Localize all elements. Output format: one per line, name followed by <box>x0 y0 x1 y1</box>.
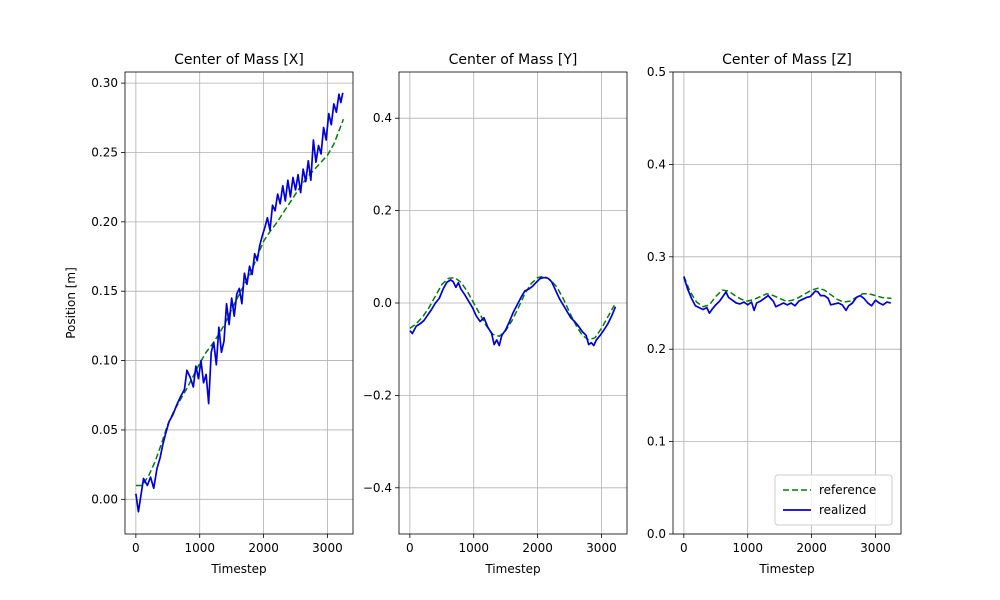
subplot-2: 0 1000 2000 3000 −0.4 −0.2 0.0 0.2 0.4 Center of … <box>363 52 628 576</box>
series-line-realized <box>135 92 344 513</box>
series-line-realized <box>409 276 617 347</box>
x-tick-label-2: 2000 <box>248 541 279 555</box>
y-tick-label-6: 0.30 <box>91 76 118 90</box>
x-tick-label-3: 3000 <box>586 541 617 555</box>
legend-label-realized: realized <box>819 503 866 517</box>
x-tick-label-3: 3000 <box>860 541 891 555</box>
y-tick-label-0: −0.4 <box>363 481 392 495</box>
x-tick-label-1: 1000 <box>458 541 489 555</box>
y-tick-label-1: −0.2 <box>363 388 392 402</box>
x-axis-label: Timestep <box>758 562 814 576</box>
chart-title: Center of Mass [Y] <box>449 52 578 68</box>
chart-title: Center of Mass [Z] <box>722 52 852 68</box>
y-tick-label-1: 0.05 <box>91 423 118 437</box>
y-tick-label-3: 0.2 <box>373 204 392 218</box>
y-tick-label-3: 0.3 <box>647 250 666 264</box>
y-tick-label-2: 0.2 <box>647 342 666 356</box>
legend: reference realized <box>774 474 893 526</box>
chart-title: Center of Mass [X] <box>174 52 304 68</box>
subplot-3: 0 1000 2000 3000 0.0 0.1 0.2 0.3 0.4 0.5 Center of… <box>647 52 902 576</box>
y-tick-label-1: 0.1 <box>647 435 666 449</box>
axes-frame <box>124 71 354 535</box>
x-tick-label-0: 0 <box>406 541 414 555</box>
y-tick-label-2: 0.10 <box>91 354 118 368</box>
legend-label-reference: reference <box>819 483 876 497</box>
y-tick-label-0: 0.0 <box>647 527 666 541</box>
y-tick-label-5: 0.25 <box>91 145 118 159</box>
series-line-reference <box>409 275 615 341</box>
x-axis-label: Timestep <box>210 562 266 576</box>
y-tick-label-4: 0.4 <box>647 157 666 171</box>
y-tick-label-4: 0.4 <box>373 111 392 125</box>
series-line-realized <box>683 276 891 315</box>
y-tick-label-5: 0.5 <box>647 65 666 79</box>
x-tick-label-1: 1000 <box>184 541 215 555</box>
y-tick-label-0: 0.00 <box>91 492 118 506</box>
x-tick-label-2: 2000 <box>796 541 827 555</box>
y-tick-label-3: 0.15 <box>91 284 118 298</box>
x-tick-label-3: 3000 <box>312 541 343 555</box>
y-tick-label-4: 0.20 <box>91 215 118 229</box>
x-axis-label: Timestep <box>484 562 540 576</box>
series-line-reference <box>683 275 892 308</box>
axes-frame <box>672 71 902 535</box>
y-axis-label: Position [m] <box>64 267 78 339</box>
x-tick-label-0: 0 <box>680 541 688 555</box>
legend-box <box>774 474 893 526</box>
x-tick-label-0: 0 <box>132 541 140 555</box>
x-tick-label-2: 2000 <box>522 541 553 555</box>
y-tick-label-2: 0.0 <box>373 296 392 310</box>
subplot-1: 0 1000 2000 3000 0.00 0.05 0.10 0.15 0.20 0.25 0.3… <box>64 52 354 576</box>
x-tick-label-1: 1000 <box>732 541 763 555</box>
